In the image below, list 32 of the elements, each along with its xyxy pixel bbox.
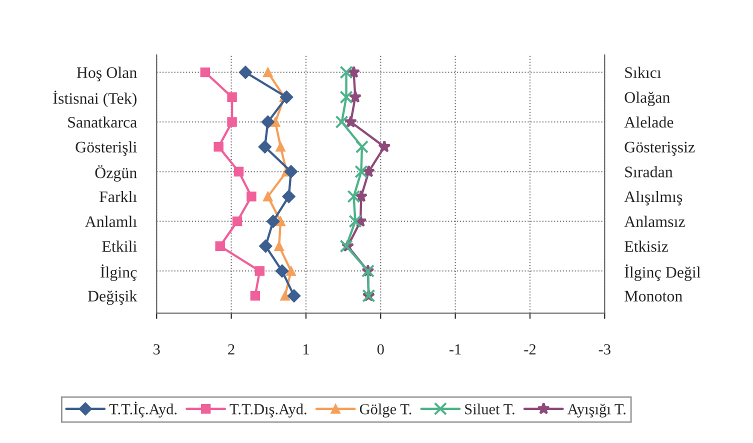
legend-label: Siluet T. — [465, 404, 514, 414]
legend-label: Ayışığı T. — [567, 404, 626, 418]
legend-label: T.T.İç.Ayd. — [109, 402, 177, 418]
y-tick-label: İstisnai (Tek) — [53, 90, 136, 108]
y-tick-label: Sanatkarca — [68, 116, 137, 128]
y2-tick-label: Sıradan — [625, 166, 673, 178]
y-tick-label: Hoş Olan — [76, 66, 137, 82]
y-tick-label: Etkili — [102, 240, 137, 252]
y-tick-label: Farklı — [99, 190, 137, 202]
y2-tick-label: Sıkıcı — [625, 66, 662, 78]
y-tick-label: Değişik — [88, 290, 138, 305]
y2-tick-label: Alelade — [624, 116, 674, 128]
legend-label: T.T.Dış.Ayd. — [230, 404, 306, 418]
x-tick-label: 1 — [303, 344, 309, 354]
y-tick-label: Gösterişli — [76, 141, 137, 156]
y2-tick-label: Gösterişsiz — [624, 142, 695, 156]
legend-label: Gölge T. — [360, 404, 412, 418]
y2-tick-label: Etkisiz — [624, 240, 668, 252]
y2-tick-label: İlginç Değil — [624, 264, 701, 281]
y-tick-label: Anlamlı — [84, 216, 137, 228]
y-tick-label: İlginç — [100, 264, 137, 281]
x-tick-label: -1 — [450, 344, 461, 354]
x-tick-label: 3 — [154, 344, 160, 355]
x-tick-label: 0 — [377, 344, 384, 355]
y2-tick-label: Monoton — [624, 290, 682, 302]
x-tick-label: 2 — [228, 344, 234, 354]
y2-tick-label: Alışılmış — [624, 190, 682, 206]
x-tick-label: -2 — [524, 344, 536, 354]
x-tick-label: -3 — [598, 344, 610, 355]
y2-tick-label: Anlamsız — [624, 216, 685, 228]
y2-tick-label: Olağan — [624, 92, 670, 106]
y-tick-label: Özgün — [95, 165, 137, 182]
